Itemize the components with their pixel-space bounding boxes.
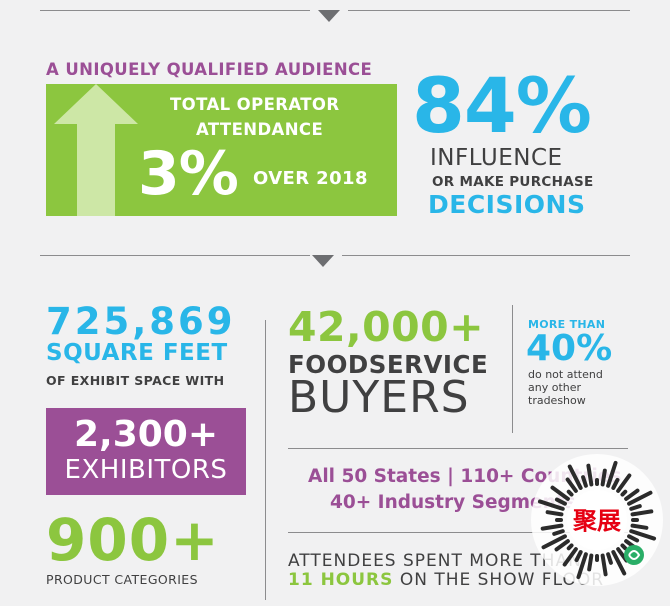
industry-segments-line: 40+ Industry Segments (330, 492, 576, 513)
top-divider-left (40, 10, 310, 11)
states-countries-line: All 50 States | 110+ Countries (308, 466, 622, 487)
operator-attendance-panel: TOTAL OPERATOR ATTENDANCE 3% OVER 2018 (46, 84, 397, 216)
exhibitors-value: 2,300+ (73, 414, 219, 455)
reach-divider-top (288, 448, 628, 449)
buyers-line2: BUYERS (288, 372, 470, 423)
top-divider-arrow-icon (318, 10, 340, 22)
more-than-percent: 40% (526, 328, 613, 369)
influence-line3: DECISIONS (428, 190, 586, 219)
operator-comparison: OVER 2018 (253, 168, 368, 189)
square-feet-value: 725,869 (46, 300, 236, 343)
square-feet-caption: OF EXHIBIT SPACE WITH (46, 373, 225, 388)
more-than-caption-line1: do not attend (528, 368, 603, 381)
time-spent-rest: ON THE SHOW FLOOR (399, 570, 605, 590)
up-arrow-icon (54, 84, 138, 216)
watermark-badge: 聚展 (531, 454, 663, 586)
operator-percent: 3% (138, 139, 239, 209)
more-than-label: MORE THAN (528, 318, 606, 331)
watermark-text: 聚展 (572, 507, 621, 535)
audience-heading: A UNIQUELY QUALIFIED AUDIENCE (46, 60, 373, 79)
influence-line2: OR MAKE PURCHASE (432, 174, 594, 190)
exhibitors-label: EXHIBITORS (64, 455, 228, 485)
buyers-value: 42,000+ (288, 303, 485, 351)
middle-divider-right (342, 255, 630, 256)
time-spent-line1: ATTENDEES SPENT MORE THAN (288, 551, 582, 571)
more-than-caption-line3: tradeshow (528, 394, 586, 407)
more-than-caption-line2: any other (528, 381, 582, 394)
top-divider-right (348, 10, 630, 11)
categories-label: PRODUCT CATEGORIES (46, 572, 198, 587)
influence-line1: INFLUENCE (430, 145, 563, 171)
middle-divider-arrow-icon (312, 255, 334, 267)
influence-percent: 84% (412, 61, 592, 150)
buyers-line1: FOODSERVICE (288, 350, 489, 379)
operator-line2: ATTENDANCE (196, 120, 324, 139)
exhibitors-panel: 2,300+ EXHIBITORS (46, 408, 246, 495)
hours-value: 11 HOURS (288, 570, 394, 590)
badge-logo-icon (624, 545, 644, 565)
middle-divider-left (40, 255, 310, 256)
square-feet-unit: SQUARE FEET (46, 340, 228, 366)
buyers-divider (512, 305, 513, 433)
operator-line1: TOTAL OPERATOR (170, 95, 340, 114)
reach-divider-bottom (288, 532, 628, 533)
categories-value: 900+ (46, 506, 220, 574)
time-spent-line2: 11 HOURS ON THE SHOW FLOOR (288, 570, 604, 590)
column-divider (265, 320, 266, 600)
